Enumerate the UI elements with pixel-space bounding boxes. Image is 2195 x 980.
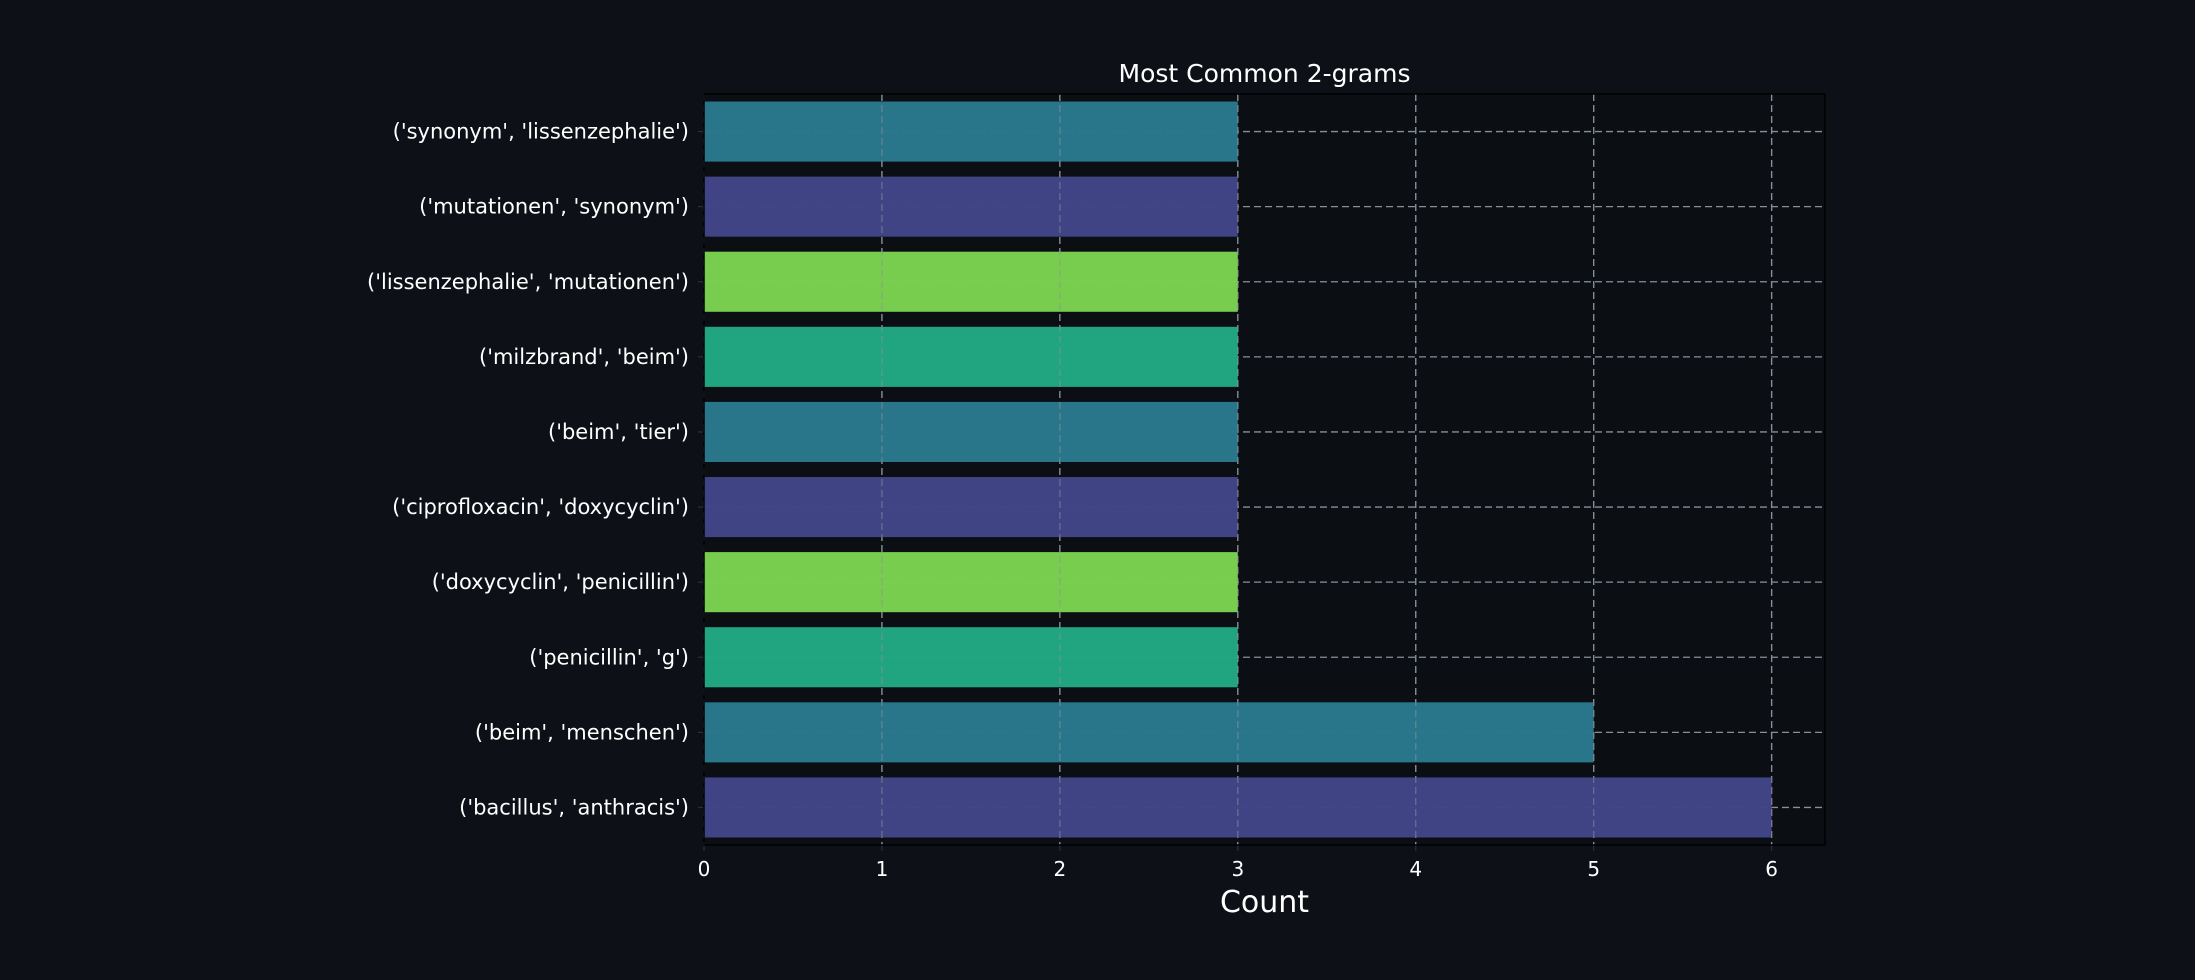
x-tick-label: 1 — [876, 857, 889, 881]
x-tick-label: 2 — [1054, 857, 1067, 881]
y-tick-label: ('beim', 'menschen') — [475, 720, 689, 744]
bar — [704, 251, 1238, 312]
x-tick-label: 6 — [1765, 857, 1778, 881]
bar — [704, 552, 1238, 613]
bar — [704, 627, 1238, 688]
y-tick-label: ('milzbrand', 'beim') — [479, 345, 689, 369]
bars — [703, 94, 1773, 845]
y-tick-label: ('doxycyclin', 'penicillin') — [432, 570, 689, 594]
bar — [704, 477, 1238, 538]
x-tick-label: 4 — [1409, 857, 1422, 881]
y-tick-label: ('penicillin', 'g') — [529, 645, 689, 669]
y-tick-label: ('mutationen', 'synonym') — [419, 195, 689, 219]
y-tick-label: ('beim', 'tier') — [548, 420, 689, 444]
x-tick-label: 0 — [698, 857, 711, 881]
y-tick-label: ('bacillus', 'anthracis') — [459, 795, 689, 819]
bar — [704, 702, 1594, 763]
ticks: 0 1 2 3 4 5 6 ('synonym', 'lissenzephalie') ('mu… — [367, 120, 1778, 881]
bar — [704, 777, 1772, 838]
bar — [704, 176, 1238, 237]
chart-title: Most Common 2-grams — [1119, 59, 1411, 88]
plot-frame — [703, 93, 1826, 846]
y-tick-label: ('lissenzephalie', 'mutationen') — [367, 270, 689, 294]
y-tick-label: ('ciprofloxacin', 'doxycyclin') — [392, 495, 689, 519]
bar — [704, 101, 1238, 162]
bar — [704, 401, 1238, 462]
x-axis-label: Count — [1220, 885, 1309, 920]
bar — [704, 326, 1238, 387]
x-tick-label: 3 — [1231, 857, 1244, 881]
y-tick-label: ('synonym', 'lissenzephalie') — [393, 120, 689, 144]
x-tick-label: 5 — [1587, 857, 1600, 881]
